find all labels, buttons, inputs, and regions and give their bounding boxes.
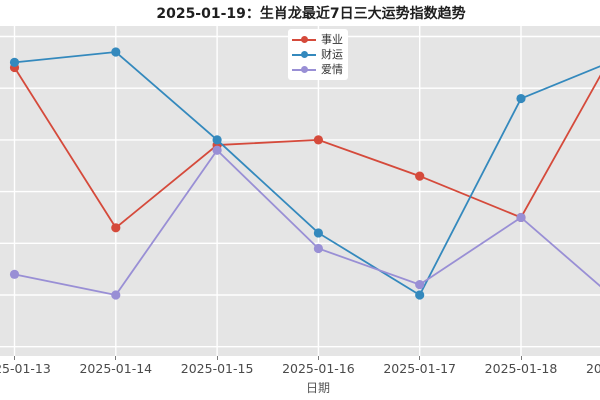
point-love-2025-01-13 xyxy=(9,269,20,279)
line-love xyxy=(14,148,600,296)
x-axis-label: 日期 xyxy=(305,381,330,395)
legend-item-love: 爱情 xyxy=(292,62,348,77)
x-tick-label: 2025-01-14 xyxy=(79,361,153,376)
x-tick-mark xyxy=(14,356,15,360)
chart-canvas xyxy=(0,26,600,356)
point-wealth-2025-01-15 xyxy=(212,135,222,145)
x-tick-label: 2025-01-13 xyxy=(0,361,51,376)
x-tick-label: 2025-01-17 xyxy=(383,361,457,376)
point-career-2025-01-14 xyxy=(111,223,121,233)
legend-item-career: 事业 xyxy=(292,32,348,47)
x-tick-mark xyxy=(520,356,522,360)
legend: 事业 财运 爱情 xyxy=(288,29,348,80)
legend-label-career: 事业 xyxy=(321,33,343,46)
point-love-2025-01-17 xyxy=(415,280,425,290)
legend-item-wealth: 财运 xyxy=(292,47,348,62)
chart-title: 2025-01-19：生肖龙最近7日三大运势指数趋势 xyxy=(156,6,466,22)
x-tick-label: 2025-01-19 xyxy=(585,361,600,376)
point-wealth-2025-01-17 xyxy=(415,290,425,300)
point-career-2025-01-17 xyxy=(415,171,425,181)
point-wealth-2025-01-14 xyxy=(111,47,121,57)
plot-area: 事业 财运 爱情 xyxy=(0,26,600,356)
legend-label-wealth: 财运 xyxy=(321,48,343,61)
x-tick-mark xyxy=(317,356,319,360)
love-line-marker-icon xyxy=(292,65,316,74)
point-wealth-2025-01-16 xyxy=(313,228,323,238)
point-love-2025-01-14 xyxy=(111,290,121,300)
legend-label-love: 爱情 xyxy=(321,63,343,76)
x-tick-mark xyxy=(115,356,117,360)
point-love-2025-01-18 xyxy=(516,212,526,223)
point-love-2025-01-15 xyxy=(212,145,222,155)
x-tick-label: 2025-01-16 xyxy=(282,361,355,376)
point-wealth-2025-01-18 xyxy=(516,93,526,104)
point-wealth-2025-01-13 xyxy=(9,57,20,67)
x-tick-mark xyxy=(419,356,421,360)
career-line-marker-icon xyxy=(292,35,316,44)
x-tick-mark xyxy=(216,356,218,360)
point-career-2025-01-16 xyxy=(313,135,323,145)
wealth-line-marker-icon xyxy=(292,50,316,59)
point-love-2025-01-16 xyxy=(313,243,323,254)
x-tick-label: 2025-01-18 xyxy=(484,361,558,376)
x-tick-label: 2025-01-15 xyxy=(180,361,254,376)
